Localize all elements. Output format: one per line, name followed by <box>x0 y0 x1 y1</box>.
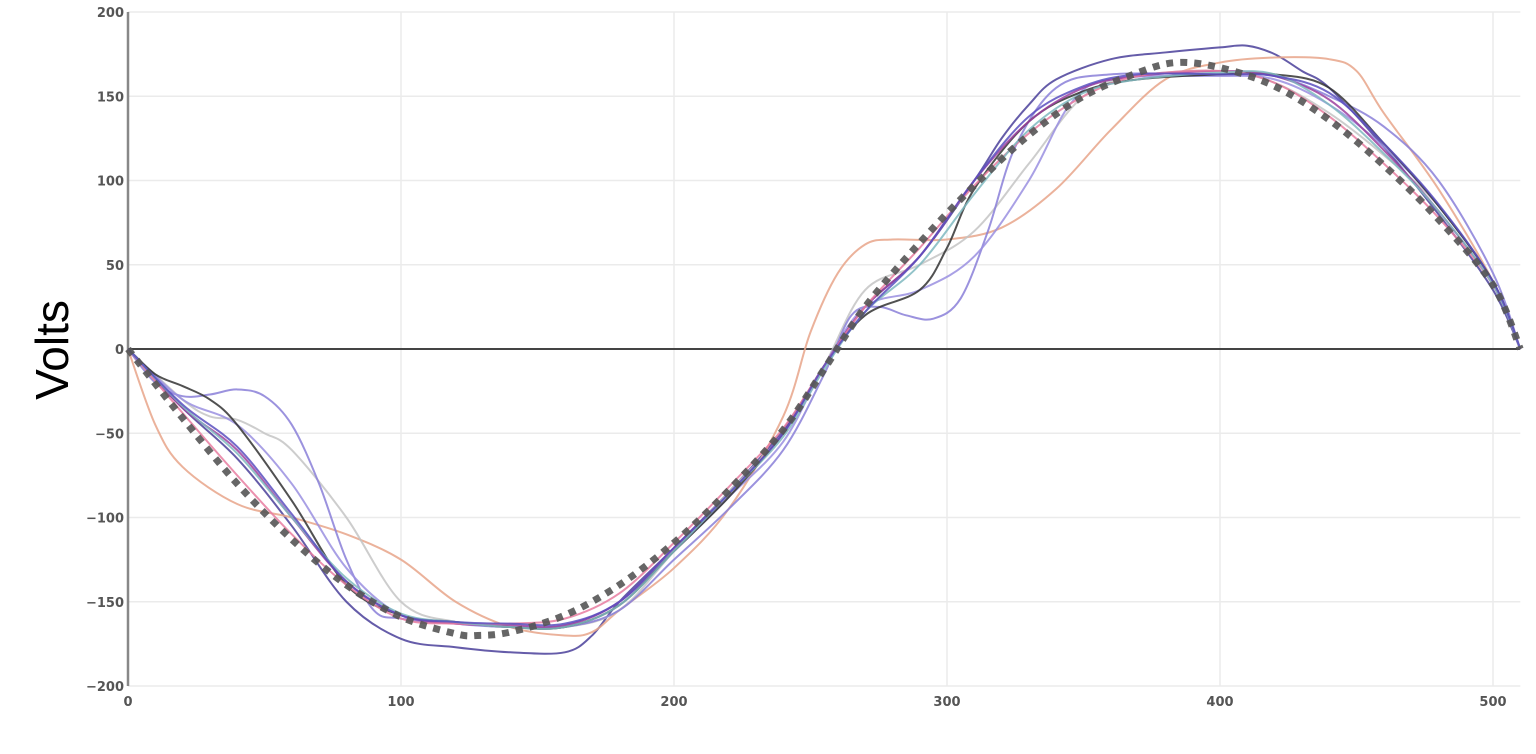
series-trace-lavender-a <box>127 72 1522 630</box>
x-tick-label: 500 <box>1479 695 1506 710</box>
x-tick-label: 100 <box>387 695 414 710</box>
y-tick-label: 0 <box>115 343 124 358</box>
y-tick-label: 100 <box>97 175 124 190</box>
y-tick-label: −150 <box>86 596 124 611</box>
x-tick-label: 200 <box>660 695 687 710</box>
y-tick-label: 50 <box>106 259 124 274</box>
x-tick-label: 0 <box>123 695 132 710</box>
axes <box>126 12 1521 686</box>
y-tick-label: 200 <box>97 6 124 21</box>
x-tick-label: 400 <box>1206 695 1233 710</box>
series-trace-peach <box>127 56 1522 637</box>
series-trace-lavender-b <box>127 74 1522 629</box>
y-tick-label: −50 <box>95 427 124 442</box>
y-tick-label: −200 <box>86 680 124 695</box>
y-tick-label: 150 <box>97 90 124 105</box>
x-tick-label: 300 <box>933 695 960 710</box>
series-reference-sine <box>125 58 1524 640</box>
y-axis-label: Volts <box>26 300 78 400</box>
x-axis-tick-labels: 0 100 200 300 400 500 <box>123 695 1506 710</box>
data-series <box>125 44 1524 655</box>
series-trace-pink <box>127 69 1522 626</box>
y-axis-tick-labels: 200 150 100 50 0 −50 −100 −150 −200 <box>86 6 124 695</box>
series-trace-teal <box>127 70 1522 630</box>
series-trace-black <box>127 72 1522 630</box>
y-tick-label: −100 <box>86 512 124 527</box>
